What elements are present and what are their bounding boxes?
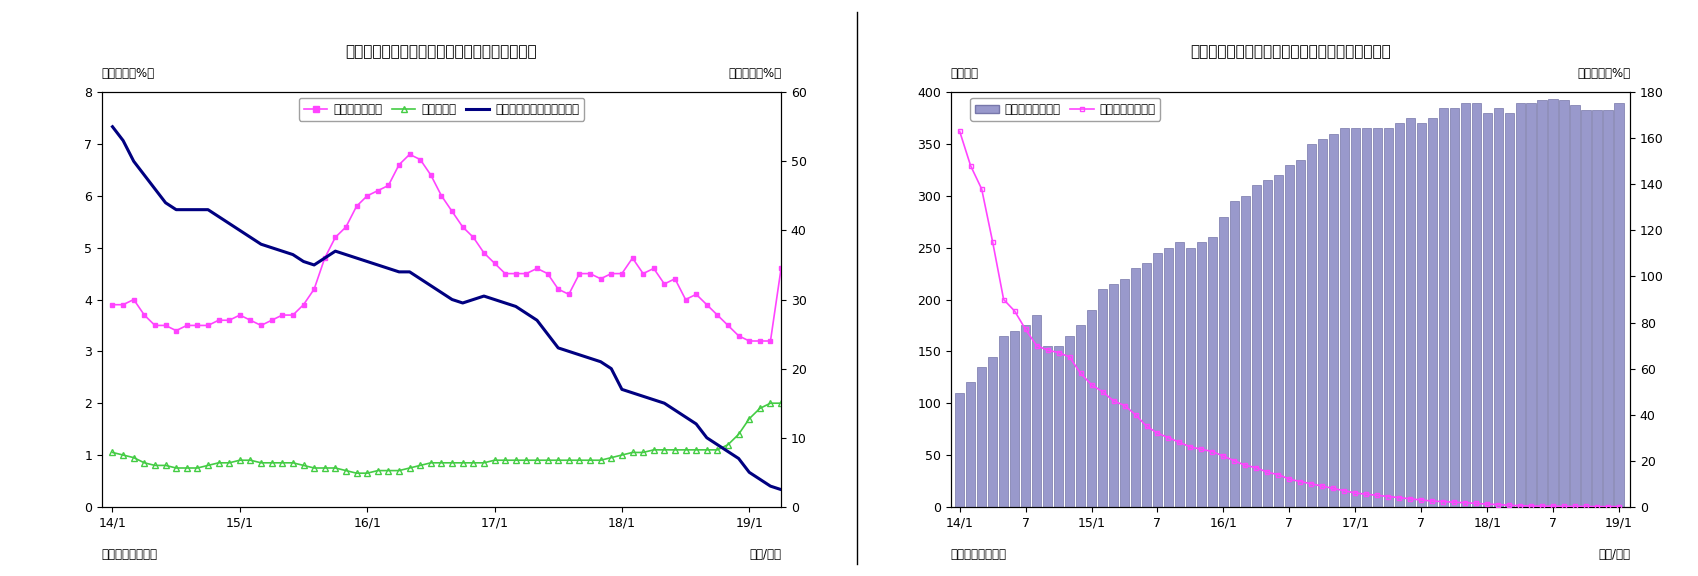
Bar [998,336,1009,507]
Bar [1571,105,1579,507]
Bar [1516,103,1525,507]
Bar [1109,284,1119,507]
Bar [1185,248,1195,507]
Bar [1416,123,1426,507]
Bar [1482,113,1493,507]
Text: （図表５）　マネタリーベース伸び率（平残）: （図表５） マネタリーベース伸び率（平残） [346,44,537,59]
Bar [1032,315,1041,507]
Bar [1615,103,1623,507]
Bar [1296,160,1306,507]
Bar [1559,100,1569,507]
Bar [1384,128,1392,507]
Bar [1087,310,1097,507]
Bar [1340,128,1348,507]
Text: （資料）日本銀行: （資料）日本銀行 [951,548,1007,562]
Bar [1077,325,1085,507]
Bar [1527,103,1535,507]
Bar [1065,336,1075,507]
Bar [988,357,997,507]
Text: （年/月）: （年/月） [749,548,781,562]
Text: （前年比、%）: （前年比、%） [728,67,781,79]
Bar [1581,110,1591,507]
Bar [1362,128,1370,507]
Bar [966,382,975,507]
Bar [1603,110,1613,507]
Text: （年/月）: （年/月） [1598,548,1630,562]
Text: （前年比、%）: （前年比、%） [102,67,155,79]
Bar [1328,134,1338,507]
Bar [1153,253,1161,507]
Bar [1350,128,1360,507]
Bar [1197,242,1206,507]
Bar [1438,108,1448,507]
Bar [1219,217,1228,507]
Bar [1318,139,1328,507]
Bar [1494,108,1503,507]
Bar [1010,331,1019,507]
Bar [1131,268,1139,507]
Text: （資料）日本銀行: （資料）日本銀行 [102,548,158,562]
Bar [1428,118,1437,507]
Legend: 日銀券発行残高, 貨幣流通高, マネタリーベース（右軸）: 日銀券発行残高, 貨幣流通高, マネタリーベース（右軸） [299,98,584,120]
Bar [1163,248,1173,507]
Bar [1020,325,1031,507]
Bar [1141,263,1151,507]
Bar [1285,165,1294,507]
Bar [1450,108,1459,507]
Bar [1251,185,1262,507]
Bar [1274,175,1284,507]
Bar [1207,237,1217,507]
Bar [1099,289,1107,507]
Bar [1460,103,1470,507]
Bar [1504,113,1515,507]
Bar [1175,242,1184,507]
Text: （兆円）: （兆円） [951,67,978,79]
Bar [1307,144,1316,507]
Bar [954,393,964,507]
Text: （前年比、%）: （前年比、%） [1577,67,1630,79]
Bar [1372,128,1382,507]
Bar [976,367,987,507]
Legend: 日銀当座預金残高, 同伸び率（右軸）: 日銀当座預金残高, 同伸び率（右軸） [970,98,1160,120]
Bar [1406,118,1414,507]
Bar [1549,100,1557,507]
Bar [1394,123,1404,507]
Bar [1229,201,1240,507]
Bar [1593,110,1601,507]
Bar [1054,346,1063,507]
Bar [1121,279,1129,507]
Bar [1472,103,1481,507]
Bar [1043,346,1053,507]
Bar [1263,180,1272,507]
Bar [1537,100,1547,507]
Bar [1241,196,1250,507]
Text: （図表６）　日銀当座預金残高（平残）と伸び率: （図表６） 日銀当座預金残高（平残）と伸び率 [1190,44,1391,59]
